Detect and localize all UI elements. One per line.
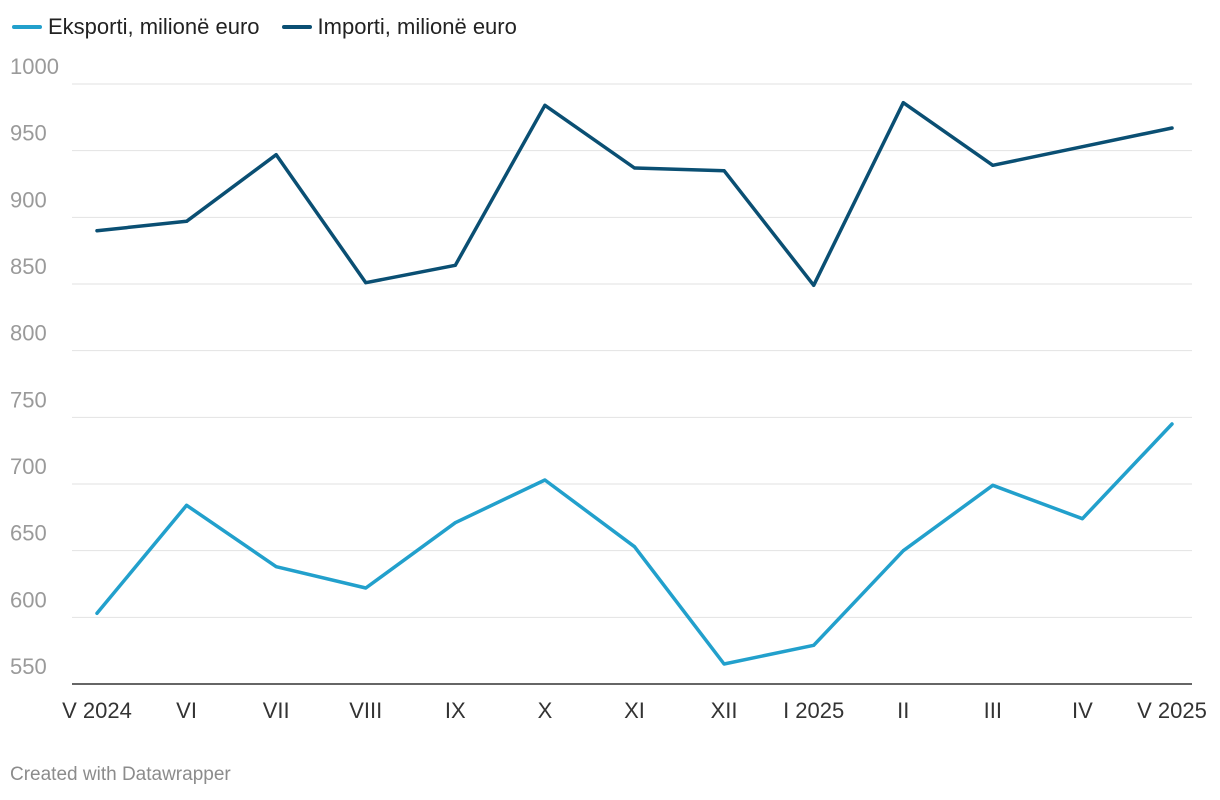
exports-point xyxy=(1170,422,1174,426)
y-tick-label: 750 xyxy=(10,387,47,412)
imports-point xyxy=(364,281,368,285)
exports-point xyxy=(633,545,636,549)
x-tick-label: IV xyxy=(1072,698,1093,723)
exports-point xyxy=(901,549,905,553)
x-tick-label: XI xyxy=(624,698,645,723)
imports-point xyxy=(901,101,905,105)
exports-point xyxy=(95,611,99,615)
imports-point xyxy=(812,283,816,287)
line-chart: 550 600 650 700 750 800 850 900 950 1000 V 2024 VI… xyxy=(10,54,1207,723)
y-tick-label: 800 xyxy=(10,321,47,346)
exports-point xyxy=(453,521,457,525)
chart-legend: Eksporti, milionë euro Importi, milionë … xyxy=(12,14,517,40)
series-line-imports xyxy=(95,100,1174,288)
legend-label-exports: Eksporti, milionë euro xyxy=(48,14,260,39)
legend-swatch-exports xyxy=(12,25,42,29)
exports-point xyxy=(722,662,726,666)
x-tick-label: VI xyxy=(176,698,197,723)
footer-credit: Created with Datawrapper xyxy=(10,764,231,785)
imports-point xyxy=(1080,145,1084,149)
series-lines xyxy=(95,100,1174,666)
x-tick-label: VII xyxy=(263,698,290,723)
exports-point xyxy=(812,643,816,647)
gridlines xyxy=(72,83,1192,685)
legend-item-imports: Importi, milionë euro xyxy=(281,14,517,40)
x-tick-label: III xyxy=(984,698,1002,723)
imports-point xyxy=(274,153,278,157)
y-tick-label: 550 xyxy=(10,654,47,679)
legend-label-imports: Importi, milionë euro xyxy=(317,14,517,39)
x-tick-label: II xyxy=(897,698,909,723)
x-tick-label: V 2025 xyxy=(1137,698,1207,723)
x-tick-label: IX xyxy=(445,698,466,723)
exports-point xyxy=(274,565,278,569)
y-axis-ticks: 550 600 650 700 750 800 850 900 950 1000 xyxy=(10,54,59,679)
y-tick-label: 850 xyxy=(10,254,47,279)
x-tick-label: V 2024 xyxy=(62,698,132,723)
imports-point xyxy=(453,263,457,267)
imports-point xyxy=(95,229,99,233)
imports-point xyxy=(991,163,995,167)
y-tick-label: 600 xyxy=(10,587,47,612)
x-tick-label: X xyxy=(538,698,553,723)
y-tick-label: 700 xyxy=(10,454,47,479)
imports-point xyxy=(633,166,636,170)
imports-point xyxy=(543,103,547,107)
imports-point xyxy=(1170,126,1174,130)
x-axis-ticks: V 2024 VI VII VIII IX X XI XII I 2025 II III IV V 20… xyxy=(62,698,1207,723)
x-tick-label: I 2025 xyxy=(783,698,844,723)
series-line-exports xyxy=(95,422,1174,666)
y-tick-label: 950 xyxy=(10,121,47,146)
exports-point xyxy=(991,483,995,487)
y-tick-label: 1000 xyxy=(10,54,59,79)
y-tick-label: 900 xyxy=(10,187,47,212)
x-tick-label: XII xyxy=(711,698,738,723)
exports-point xyxy=(543,478,547,482)
x-tick-label: VIII xyxy=(349,698,382,723)
exports-point xyxy=(1080,517,1084,521)
exports-point xyxy=(185,503,189,507)
imports-point xyxy=(722,169,726,173)
exports-point xyxy=(364,586,368,590)
y-tick-label: 650 xyxy=(10,521,47,546)
imports-point xyxy=(185,219,189,223)
legend-item-exports: Eksporti, milionë euro xyxy=(12,14,260,40)
legend-swatch-imports xyxy=(281,25,312,29)
